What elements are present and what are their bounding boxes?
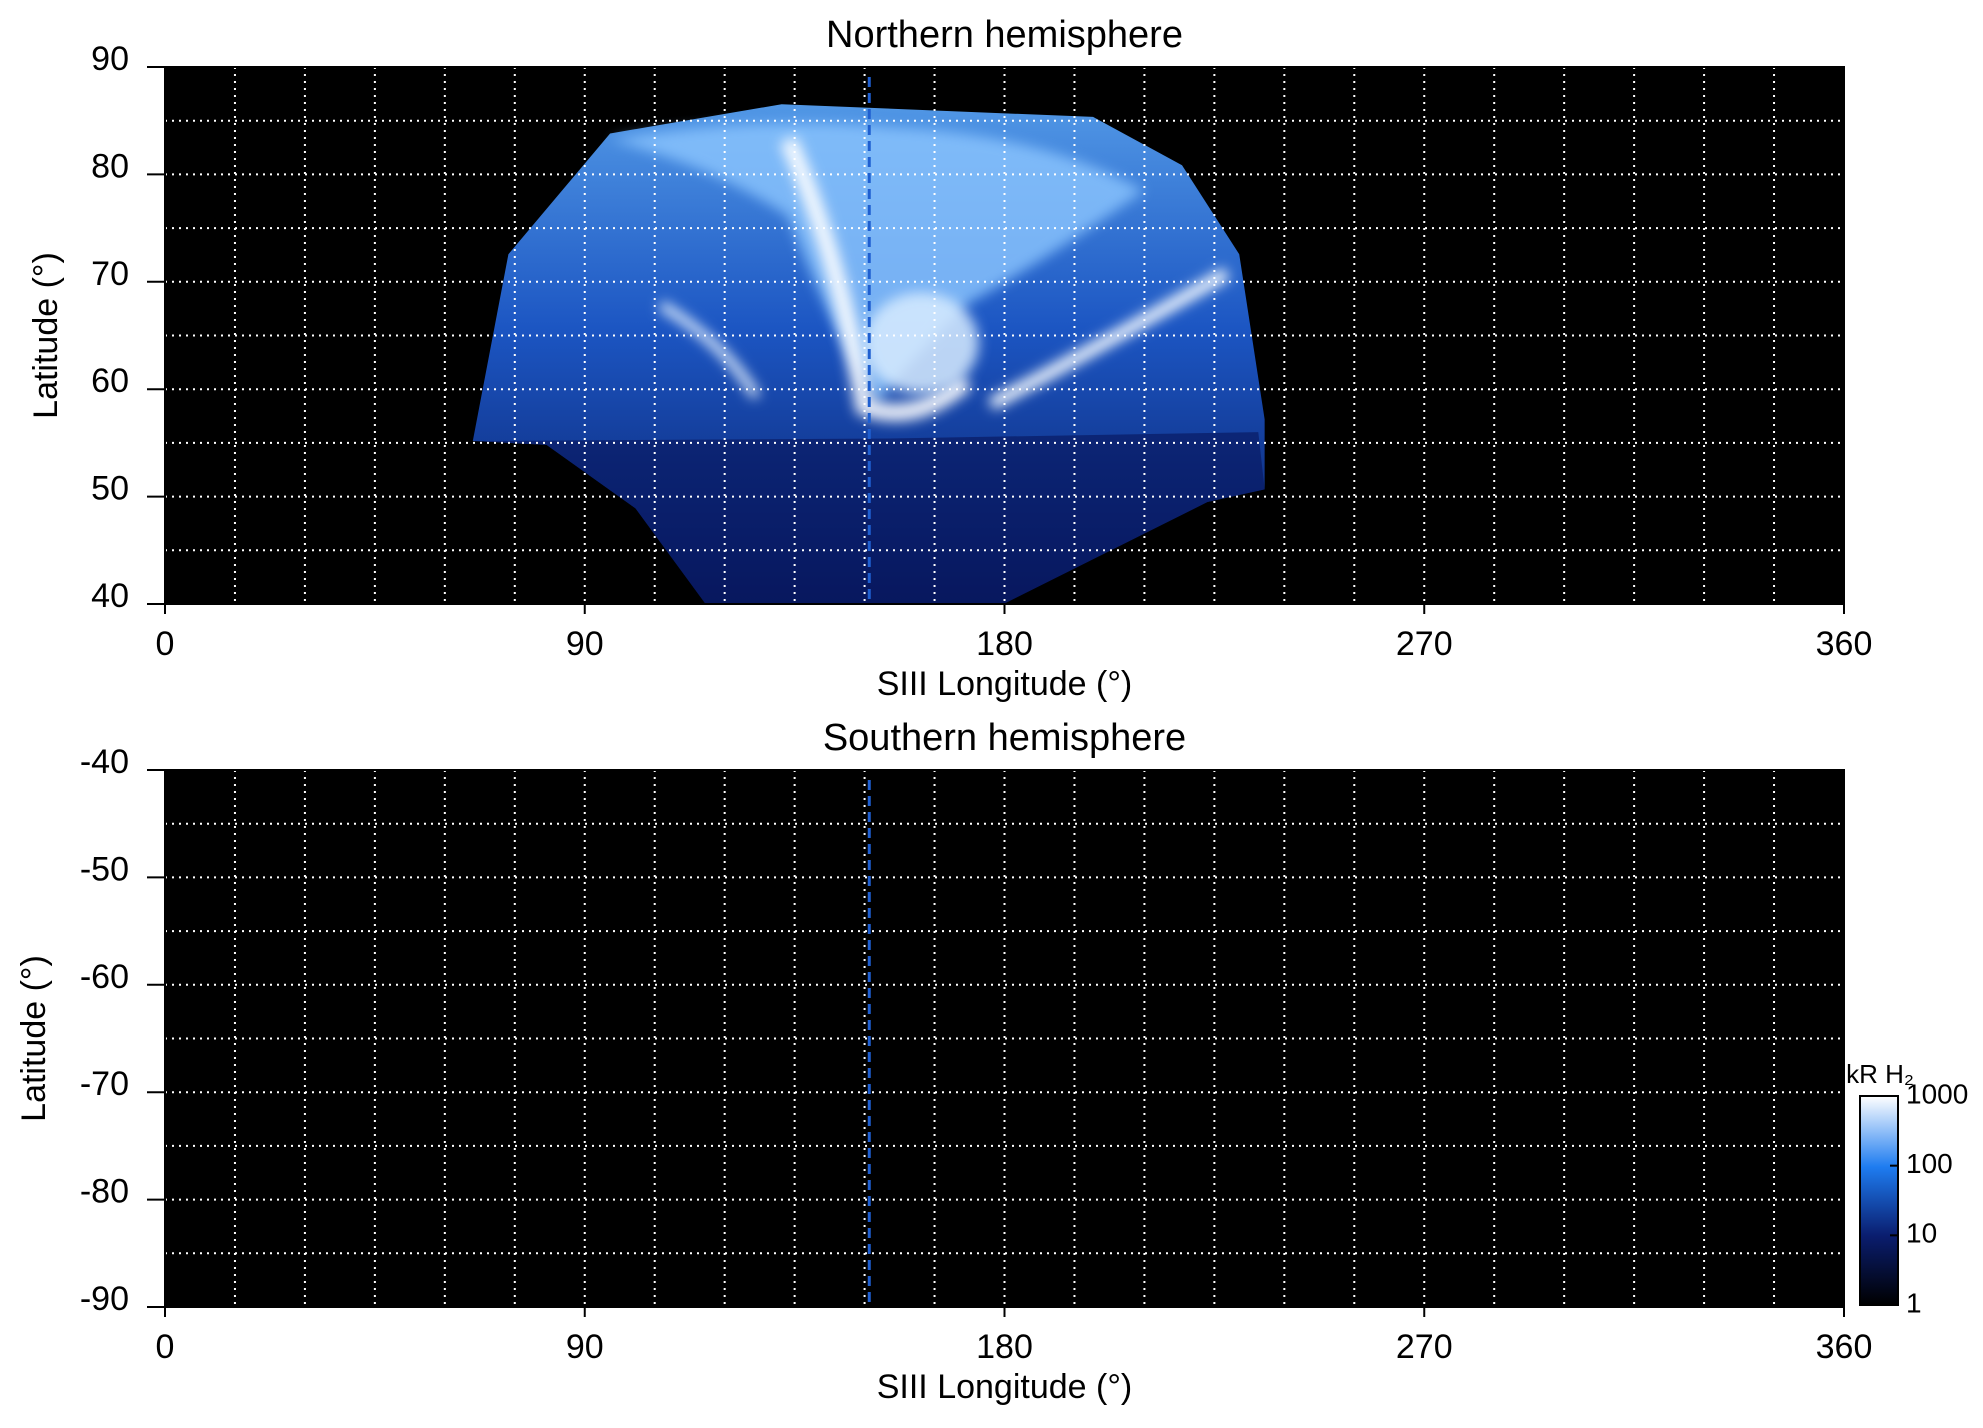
plot-background xyxy=(165,770,1844,1307)
x-tick-label: 360 xyxy=(1816,1328,1873,1366)
x-tick-label: 270 xyxy=(1396,1328,1453,1366)
y-tick-label: -40 xyxy=(80,743,129,781)
x-tick-label: 90 xyxy=(566,625,604,663)
y-tick-label: -50 xyxy=(80,850,129,888)
y-tick-label: -80 xyxy=(80,1173,129,1211)
chart-title: Northern hemisphere xyxy=(826,14,1183,56)
y-tick-label: 70 xyxy=(91,255,129,293)
x-tick-label: 180 xyxy=(976,1328,1033,1366)
y-tick-label: -70 xyxy=(80,1065,129,1103)
aurora-arc xyxy=(779,136,972,422)
panel: 0 90 180 270 360 40 50 60 70 80 90 Northern hemisph… xyxy=(27,14,1872,703)
y-tick-label: 40 xyxy=(91,577,129,615)
colorbar-tick-label: 1 xyxy=(1906,1287,1922,1318)
x-tick-label: 0 xyxy=(156,625,175,663)
y-tick-label: 80 xyxy=(91,147,129,185)
y-tick-label: -60 xyxy=(80,958,129,996)
x-axis-label: SIII Longitude (°) xyxy=(877,665,1133,703)
colorbar xyxy=(1859,1095,1899,1306)
panels: 0 90 180 270 360 40 50 60 70 80 90 Northern hemisph… xyxy=(15,14,1968,1406)
colorbar-tick-label: 10 xyxy=(1906,1218,1937,1249)
aurora-blob xyxy=(864,292,979,395)
x-tick-label: 90 xyxy=(566,1328,604,1366)
y-tick-label: 50 xyxy=(91,470,129,508)
x-axis-label: SIII Longitude (°) xyxy=(877,1368,1133,1406)
colorbar-label: kR H₂ xyxy=(1846,1059,1914,1089)
aurora-glow xyxy=(610,122,1144,407)
chart-title: Southern hemisphere xyxy=(823,717,1186,759)
x-tick-label: 0 xyxy=(156,1328,175,1366)
panel: 0 90 180 270 360 -90 -80 -70 -60 -50 -40 Southern h… xyxy=(15,717,1968,1406)
x-tick-label: 360 xyxy=(1816,625,1873,663)
y-tick-label: -90 xyxy=(80,1280,129,1318)
y-tick-label: 90 xyxy=(91,40,129,78)
colorbar-tick-label: 1000 xyxy=(1906,1078,1968,1109)
aurora-arc xyxy=(658,301,761,399)
y-axis-label: Latitude (°) xyxy=(15,955,53,1122)
y-axis-label: Latitude (°) xyxy=(27,252,65,419)
colorbar-tick-label: 100 xyxy=(1906,1148,1953,1179)
x-tick-label: 180 xyxy=(976,625,1033,663)
y-tick-label: 60 xyxy=(91,362,129,400)
x-tick-label: 270 xyxy=(1396,625,1453,663)
